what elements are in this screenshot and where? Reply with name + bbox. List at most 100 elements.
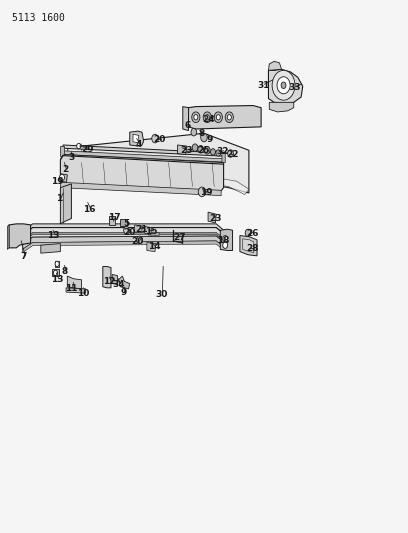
Polygon shape	[188, 106, 261, 129]
Polygon shape	[220, 229, 233, 251]
Circle shape	[223, 242, 228, 248]
Circle shape	[204, 147, 210, 154]
Circle shape	[194, 115, 198, 120]
Text: 26: 26	[246, 229, 258, 238]
Polygon shape	[243, 239, 254, 253]
Polygon shape	[268, 69, 303, 104]
Polygon shape	[222, 152, 225, 164]
Polygon shape	[177, 145, 187, 155]
Text: 27: 27	[173, 233, 186, 241]
Circle shape	[152, 134, 158, 143]
Polygon shape	[103, 266, 111, 288]
Polygon shape	[147, 243, 156, 252]
Text: 20: 20	[124, 229, 136, 237]
Polygon shape	[118, 276, 130, 289]
Text: 6: 6	[184, 122, 191, 130]
Polygon shape	[187, 108, 188, 129]
Polygon shape	[55, 261, 59, 266]
Text: 28: 28	[246, 245, 258, 253]
Polygon shape	[112, 274, 118, 285]
Circle shape	[201, 133, 207, 142]
Polygon shape	[62, 155, 224, 166]
Polygon shape	[268, 61, 282, 70]
Polygon shape	[149, 232, 159, 237]
Polygon shape	[22, 228, 224, 245]
Text: 22: 22	[226, 150, 239, 159]
Text: 31: 31	[257, 81, 269, 90]
Text: 9: 9	[207, 135, 213, 144]
Polygon shape	[67, 144, 249, 195]
Text: 13: 13	[47, 231, 59, 240]
Polygon shape	[109, 216, 115, 225]
Text: 23: 23	[181, 146, 193, 155]
Text: 1: 1	[56, 195, 62, 203]
Polygon shape	[62, 145, 224, 156]
Polygon shape	[60, 184, 71, 224]
Text: 15: 15	[146, 227, 158, 236]
Polygon shape	[22, 224, 224, 236]
Text: 10: 10	[78, 289, 90, 297]
Polygon shape	[22, 241, 224, 253]
Text: 34: 34	[113, 280, 125, 289]
Circle shape	[77, 143, 81, 149]
Circle shape	[198, 187, 206, 197]
Polygon shape	[52, 269, 59, 276]
Polygon shape	[60, 156, 224, 191]
Polygon shape	[120, 219, 127, 226]
Polygon shape	[9, 224, 31, 248]
Circle shape	[216, 115, 220, 120]
Circle shape	[60, 174, 64, 181]
Polygon shape	[135, 225, 142, 233]
Polygon shape	[60, 182, 221, 196]
Text: 18: 18	[217, 237, 230, 245]
Circle shape	[227, 115, 231, 120]
Circle shape	[223, 236, 228, 242]
Text: 19: 19	[51, 177, 63, 185]
Text: 17: 17	[108, 214, 120, 222]
Circle shape	[137, 236, 142, 244]
Polygon shape	[60, 155, 63, 171]
Polygon shape	[60, 146, 64, 156]
Text: 32: 32	[216, 148, 228, 156]
Polygon shape	[66, 288, 86, 293]
Polygon shape	[130, 131, 144, 146]
Polygon shape	[23, 232, 224, 242]
Polygon shape	[60, 174, 67, 182]
Text: 23: 23	[209, 214, 222, 223]
Circle shape	[53, 270, 58, 276]
Text: 14: 14	[148, 243, 160, 251]
Circle shape	[211, 149, 215, 155]
Polygon shape	[269, 102, 294, 112]
Text: 20: 20	[154, 135, 166, 144]
Text: 7: 7	[20, 253, 27, 261]
Circle shape	[225, 112, 233, 123]
Circle shape	[245, 229, 251, 237]
Text: 8: 8	[61, 268, 68, 276]
Text: 21: 21	[135, 225, 148, 233]
Circle shape	[205, 115, 209, 120]
Circle shape	[214, 112, 222, 123]
Text: 30: 30	[155, 290, 167, 298]
Polygon shape	[7, 225, 9, 249]
Polygon shape	[67, 133, 249, 193]
Text: 33: 33	[288, 83, 301, 92]
Circle shape	[191, 128, 197, 136]
Circle shape	[198, 146, 204, 153]
Polygon shape	[67, 276, 82, 289]
Polygon shape	[240, 236, 257, 256]
Circle shape	[216, 150, 221, 156]
Polygon shape	[183, 107, 188, 131]
Text: 3: 3	[68, 153, 75, 161]
Polygon shape	[145, 227, 152, 235]
Text: 16: 16	[83, 205, 95, 214]
Circle shape	[281, 82, 286, 88]
Text: 29: 29	[82, 145, 94, 154]
Text: 2: 2	[62, 165, 69, 174]
Circle shape	[277, 77, 290, 94]
Text: 13: 13	[51, 276, 63, 284]
Text: 4: 4	[135, 141, 142, 149]
Text: 8: 8	[199, 129, 205, 138]
Text: 19: 19	[200, 189, 212, 197]
Text: 12: 12	[103, 277, 115, 286]
Circle shape	[55, 261, 59, 266]
